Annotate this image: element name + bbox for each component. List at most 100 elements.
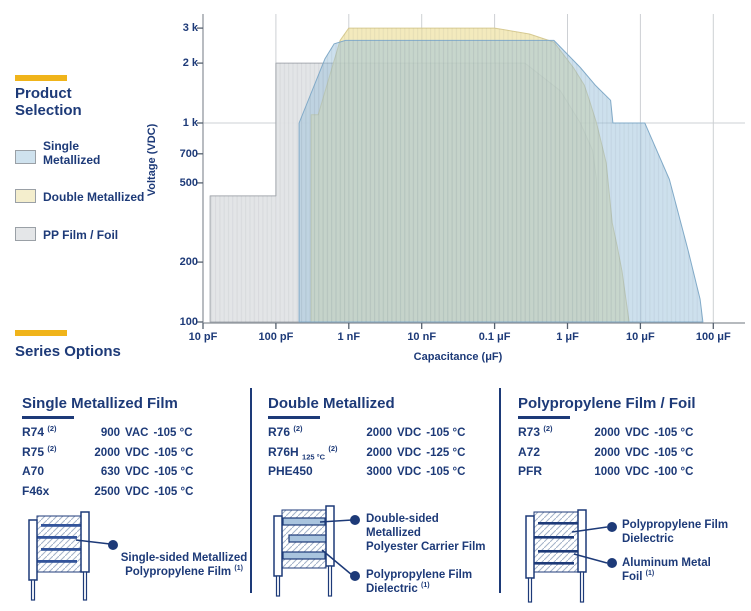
product-selection-title: Product Selection	[15, 85, 82, 119]
voltage-unit: VDC	[125, 466, 150, 478]
column-title-single-metallized-film: Single Metallized Film	[22, 395, 178, 412]
rated-temperature: -125 °C	[426, 446, 466, 459]
region-single-metallized-hatch	[299, 40, 703, 323]
voltage-unit: VDC	[397, 446, 422, 459]
part-number: R74 (2)	[22, 424, 57, 439]
y-axis-title: Voltage (VDC)	[146, 123, 158, 197]
series-options-accent-bar	[15, 330, 67, 336]
voltage-unit: VAC	[125, 427, 149, 439]
capacitor-cross-section-double-metallized-icon	[273, 505, 335, 597]
callout-lines	[75, 539, 118, 550]
series-table-single-metallized: R74 (2) 900 VAC -105 °C R75 (2) 2000 VDC…	[22, 424, 193, 502]
rated-temperature: -105 °C	[154, 485, 194, 498]
rated-voltage: 2000	[366, 446, 392, 459]
diagram-polypropylene-film-foil: Polypropylene Film Dielectric Aluminum M…	[512, 498, 751, 610]
y-tick-label: 200	[179, 256, 198, 269]
rated-temperature: -105 °C	[154, 466, 194, 478]
voltage-unit: VDC	[125, 485, 150, 498]
series-table-double-metallized: R76 (2) 2000 VDC -105 °C R76H 125 °C (2)…	[268, 424, 465, 483]
callout-dot	[607, 522, 617, 532]
voltage-unit: VDC	[397, 466, 422, 478]
voltage-unit: VDC	[625, 427, 650, 439]
x-tick-label: 1 nF	[337, 331, 361, 343]
rated-temperature: -100 °C	[654, 466, 694, 478]
diagram-label: Polypropylene Film Dielectric (1)	[366, 569, 473, 596]
rated-voltage: 2000	[594, 427, 620, 439]
rated-voltage: 1000	[594, 466, 620, 478]
rated-voltage: 2000	[94, 446, 120, 459]
part-number: A72	[518, 444, 541, 459]
legend-swatch-double-metallized	[15, 189, 36, 203]
voltage-unit: VDC	[625, 446, 650, 459]
column-underline	[518, 416, 570, 419]
table-row: R75 (2) 2000 VDC -105 °C	[22, 444, 193, 464]
product-selection-accent-bar	[15, 75, 67, 81]
chart-plot-svg	[197, 14, 745, 329]
table-row: R74 (2) 900 VAC -105 °C	[22, 424, 193, 444]
part-number: A70	[22, 464, 45, 478]
rated-temperature: -105 °C	[654, 446, 694, 459]
callout-dot	[108, 540, 118, 550]
callout-dot	[350, 515, 360, 525]
part-number: PFR	[518, 464, 542, 478]
voltage-unit: VDC	[125, 446, 150, 459]
voltage-unit: VDC	[397, 427, 422, 439]
y-tick-label: 1 k	[182, 117, 198, 129]
part-number: R75 (2)	[22, 443, 57, 459]
rated-voltage: 2000	[594, 446, 620, 459]
rated-temperature: -105 °C	[426, 466, 466, 478]
legend-label-double-metallized: Double Metallized	[43, 190, 145, 204]
part-number: R76 (2)	[268, 424, 303, 439]
x-tick-label: 100 pF	[258, 331, 294, 343]
series-table-polypropylene: R73 (2) 2000 VDC -105 °C A72 2000 VDC -1…	[518, 424, 693, 483]
diagram-single-metallized: Single-sided Metallized Polypropylene Fi…	[18, 505, 248, 607]
rated-voltage: 2500	[94, 485, 120, 498]
x-tick-label: 10 pF	[188, 331, 218, 343]
part-number: R76H 125 °C (2)	[268, 443, 338, 461]
diagram-label: Aluminum Metal Foil (1)	[622, 557, 711, 584]
part-number: R73 (2)	[518, 424, 553, 439]
x-tick-label: 1 μF	[556, 331, 579, 343]
x-tick-label: 100 μF	[695, 331, 731, 343]
column-title-polypropylene-film-foil: Polypropylene Film / Foil	[518, 395, 696, 412]
x-tick-label: 0.1 μF	[478, 331, 511, 343]
callout-lines	[319, 515, 360, 581]
y-tick-label: 2 k	[182, 57, 198, 70]
capacitor-cross-section-single-metallized-icon	[28, 511, 90, 601]
series-options-title: Series Options	[15, 343, 121, 360]
diagram-label: Single-sided Metallized Polypropylene Fi…	[120, 552, 248, 579]
diagram-label: Polypropylene Film Dielectric	[622, 519, 729, 546]
rated-temperature: -105 °C	[154, 446, 194, 459]
y-tick-label: 700	[179, 147, 198, 160]
part-number: PHE450	[268, 464, 313, 478]
table-row: R76 (2) 2000 VDC -105 °C	[268, 424, 465, 444]
legend-label-pp-film-foil: PP Film / Foil	[43, 228, 119, 242]
callout-lines	[571, 522, 617, 568]
table-row: R73 (2) 2000 VDC -105 °C	[518, 424, 693, 444]
rated-voltage: 2000	[366, 427, 392, 439]
callout-dot	[350, 571, 360, 581]
y-tick-label: 3 k	[182, 22, 198, 35]
table-row: A72 2000 VDC -105 °C	[518, 444, 693, 464]
column-title-double-metallized: Double Metallized	[268, 395, 395, 412]
x-axis-title: Capacitance (μF)	[413, 351, 503, 363]
rated-voltage: 900	[100, 427, 120, 439]
y-tick-label: 500	[179, 176, 198, 189]
table-row: PHE450 3000 VDC -105 °C	[268, 463, 465, 483]
voltage-unit: VDC	[625, 466, 650, 478]
column-divider-2	[499, 388, 501, 593]
rated-temperature: -105 °C	[654, 427, 694, 439]
diagram-double-metallized: Double-sided Metallized Polyester Carrie…	[262, 498, 497, 606]
column-underline	[22, 416, 74, 419]
column-divider-1	[250, 388, 252, 593]
rated-temperature: -105 °C	[153, 427, 193, 439]
rated-voltage: 630	[100, 466, 120, 478]
legend-label-single-metallized: Single Metallized	[43, 139, 101, 168]
table-row: A70 630 VDC -105 °C	[22, 463, 193, 483]
x-tick-label: 10 nF	[407, 331, 437, 343]
part-number: F46x	[22, 483, 50, 498]
y-tick-label: 100	[179, 316, 198, 328]
table-row: PFR 1000 VDC -100 °C	[518, 463, 693, 483]
column-underline	[268, 416, 320, 419]
